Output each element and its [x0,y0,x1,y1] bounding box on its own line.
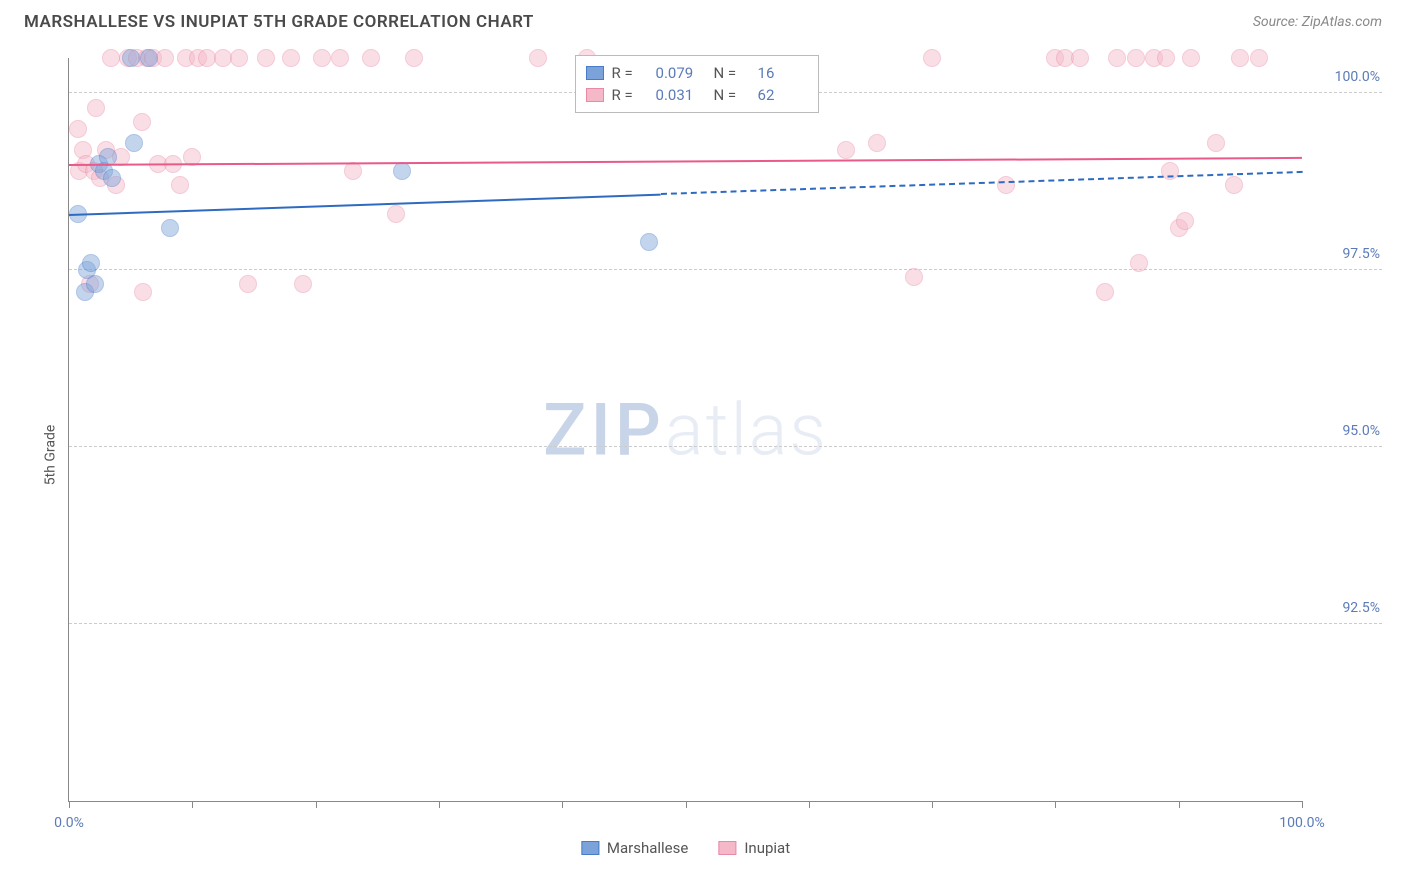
data-point [1157,49,1175,67]
data-point [257,49,275,67]
data-point [102,49,120,67]
data-point [344,162,362,180]
n-label: N = [714,64,750,82]
data-point [1096,283,1114,301]
data-point [1108,49,1126,67]
x-tick [316,801,317,808]
x-tick [69,801,70,808]
legend-swatch [586,88,604,102]
x-tick [192,801,193,808]
data-point [140,49,158,67]
data-point [86,275,104,293]
data-point [103,169,121,187]
data-point [82,254,100,272]
data-point [161,219,179,237]
data-point [282,49,300,67]
x-tick [1302,801,1303,808]
data-point [868,134,886,152]
data-point [1231,49,1249,67]
stats-legend-row: R = 0.031 N = 62 [586,84,808,106]
data-point [122,49,140,67]
data-point [331,49,349,67]
x-tick [809,801,810,808]
data-point [133,113,151,131]
stats-legend-row: R = 0.079 N = 16 [586,62,808,84]
data-point [1130,254,1148,272]
trend-line [69,157,1302,166]
data-point [1127,49,1145,67]
legend-item: Marshallese [581,839,688,857]
watermark: ZIPatlas [543,387,828,472]
y-axis-label: 5th Grade [42,425,58,486]
legend-swatch [718,841,736,855]
data-point [997,176,1015,194]
data-point [230,49,248,67]
r-label: R = [612,86,648,104]
data-point [837,141,855,159]
x-tick [932,801,933,808]
plot-area: ZIPatlas MarshalleseInupiat 92.5%95.0%97… [68,58,1302,802]
data-point [125,134,143,152]
x-tick [562,801,563,808]
gridline [69,623,1382,624]
x-tick-label: 100.0% [1279,815,1324,831]
r-label: R = [612,64,648,82]
data-point [405,49,423,67]
data-point [529,49,547,67]
stats-legend: R = 0.079 N = 16 R = 0.031 N = 62 [575,55,819,113]
data-point [134,283,152,301]
chart-title: MARSHALLESE VS INUPIAT 5TH GRADE CORRELA… [24,12,534,32]
legend-item: Inupiat [718,839,790,857]
data-point [69,120,87,138]
data-point [905,268,923,286]
data-point [1250,49,1268,67]
y-tick-label: 100.0% [1335,69,1380,85]
y-tick-label: 92.5% [1342,600,1380,616]
x-tick [1179,801,1180,808]
watermark-part2: atlas [665,387,828,472]
data-point [1225,176,1243,194]
source-attribution: Source: ZipAtlas.com [1253,14,1382,30]
r-value: 0.079 [656,64,706,82]
x-tick [439,801,440,808]
gridline [69,269,1382,270]
data-point [87,99,105,117]
data-point [923,49,941,67]
r-value: 0.031 [656,86,706,104]
x-tick-label: 0.0% [54,815,84,831]
x-tick [686,801,687,808]
data-point [1071,49,1089,67]
trend-line [69,193,661,215]
data-point [387,205,405,223]
legend-label: Marshallese [607,839,688,857]
y-tick-label: 95.0% [1342,423,1380,439]
trend-line [661,171,1302,195]
data-point [393,162,411,180]
legend-swatch [581,841,599,855]
n-value: 16 [758,64,808,82]
series-legend: Marshallese Inupiat [581,839,790,857]
chart-container: 5th Grade ZIPatlas MarshalleseInupiat 92… [24,48,1382,862]
data-point [156,49,174,67]
data-point [1182,49,1200,67]
data-point [362,49,380,67]
data-point [171,176,189,194]
data-point [640,233,658,251]
y-tick-label: 97.5% [1342,246,1380,262]
gridline [69,446,1382,447]
legend-swatch [586,66,604,80]
legend-label: Inupiat [744,839,790,857]
n-label: N = [714,86,750,104]
data-point [313,49,331,67]
watermark-part1: ZIP [543,387,665,472]
data-point [1207,134,1225,152]
data-point [294,275,312,293]
n-value: 62 [758,86,808,104]
data-point [1176,212,1194,230]
data-point [239,275,257,293]
x-tick [1055,801,1056,808]
